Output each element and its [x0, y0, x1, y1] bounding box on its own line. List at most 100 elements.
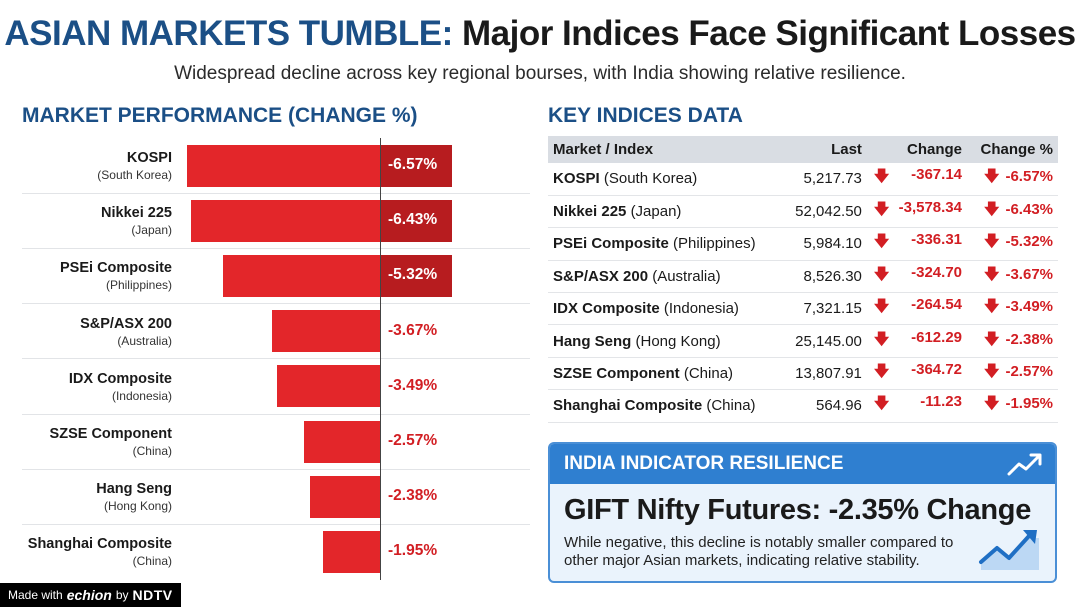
change-pct-cell: 🡇 -3.49% [967, 292, 1058, 326]
down-arrow-icon: 🡇 [984, 330, 1000, 348]
category-name: KOSPI [126, 150, 172, 166]
category-name: IDX Composite [68, 370, 172, 387]
down-arrow-icon: 🡇 [873, 395, 890, 413]
market-name: KOSPI [553, 170, 600, 188]
col-header-change-pct: Change % [967, 136, 1058, 163]
gift-nifty-headline: GIFT Nifty Futures: -2.35% Change [564, 494, 1032, 526]
last-cell: 25,145.00 [782, 324, 867, 358]
bar [272, 310, 380, 353]
change-pct-cell: 🡇 -6.43% [967, 195, 1058, 229]
bar [223, 255, 380, 297]
change-pct-cell: 🡇 -2.57% [967, 357, 1058, 391]
data-label: -3.49% [388, 376, 438, 394]
market-name: S&P/ASX 200 [553, 267, 649, 285]
data-label: -6.43% [388, 211, 438, 229]
change-value: -324.70 [911, 263, 962, 281]
market-cell: Nikkei 225 (Japan) [548, 195, 783, 229]
category-country: (China) [132, 554, 172, 569]
last-cell: 52,042.50 [782, 195, 867, 229]
market-name: Hang Seng [553, 332, 632, 350]
change-value: -367.14 [911, 166, 962, 184]
market-cell: SZSE Component (China) [548, 357, 783, 391]
category-label: S&P/ASX 200 (Australia) [22, 316, 172, 348]
category-name: SZSE Component [49, 426, 172, 442]
bar-label-backdrop [380, 199, 452, 242]
change-cell: 🡇 -336.31 [866, 227, 967, 261]
echion-logo: echion [66, 587, 112, 603]
category-country: (China) [132, 444, 172, 458]
category-label: KOSPI (South Korea) [22, 150, 172, 182]
table-row: Nikkei 225 (Japan) 52,042.50 🡇 -3,578.34 🡇 -6… [548, 195, 1058, 229]
change-pct-cell: 🡇 -5.32% [967, 227, 1058, 261]
market-cell: Hang Seng (Hong Kong) [548, 324, 783, 358]
category-name: Shanghai Composite [27, 536, 172, 553]
change-pct-value: -5.32% [1005, 233, 1053, 251]
down-arrow-icon: 🡇 [873, 233, 890, 251]
chart-row-divider [22, 413, 530, 415]
category-country: (Indonesia) [111, 388, 172, 403]
table-row: S&P/ASX 200 (Australia) 8,526.30 🡇 -324.70 🡇… [548, 260, 1058, 294]
down-arrow-icon: 🡇 [873, 168, 890, 186]
change-cell: 🡇 -264.54 [866, 292, 967, 326]
market-name: PSEi Composite [553, 235, 669, 253]
category-label: Nikkei 225 (Japan) [22, 205, 172, 237]
down-arrow-icon: 🡇 [873, 363, 890, 381]
chart-row-divider [22, 247, 530, 249]
change-pct-value: -3.49% [1005, 298, 1053, 316]
last-cell: 7,321.15 [782, 292, 867, 326]
bar [186, 144, 380, 187]
category-label: PSEi Composite (Philippines) [22, 260, 172, 292]
market-cell: Shanghai Composite (China) [548, 389, 783, 423]
market-country: (Japan) [630, 203, 682, 221]
market-cell: KOSPI (South Korea) [548, 163, 783, 196]
data-label: -2.38% [388, 487, 438, 505]
change-cell: 🡇 -364.72 [866, 357, 967, 391]
india-indicator-card: INDIA INDICATOR RESILIENCE GIFT Nifty Fu… [548, 442, 1057, 583]
down-arrow-icon: 🡇 [984, 265, 1000, 283]
market-cell: IDX Composite (Indonesia) [548, 292, 783, 326]
last-cell: 13,807.91 [782, 357, 867, 391]
market-cell: S&P/ASX 200 (Australia) [548, 260, 783, 294]
change-pct-value: -2.38% [1005, 330, 1053, 348]
title-highlight: ASIAN MARKETS TUMBLE: [4, 14, 453, 53]
category-name: Hang Seng [96, 481, 172, 498]
growth-chart-icon [979, 530, 1039, 570]
bar [190, 199, 380, 242]
category-name: S&P/ASX 200 [80, 315, 172, 332]
market-name: IDX Composite [553, 300, 660, 318]
change-value: -336.31 [911, 231, 962, 249]
category-name: Nikkei 225 [101, 205, 172, 222]
table-title: KEY INDICES DATA [548, 104, 743, 127]
category-label: Shanghai Composite (China) [22, 536, 172, 568]
chart-row-divider [22, 523, 530, 525]
category-country: (Hong Kong) [103, 499, 172, 514]
bar [322, 531, 380, 573]
table-row: SZSE Component (China) 13,807.91 🡇 -364.72 🡇… [548, 357, 1058, 391]
change-cell: 🡇 -3,578.34 [866, 195, 967, 229]
down-arrow-icon: 🡇 [984, 201, 1000, 219]
change-cell: 🡇 -367.14 [866, 163, 967, 196]
col-header-last: Last [782, 136, 867, 163]
table-row: KOSPI (South Korea) 5,217.73 🡇 -367.14 🡇 -6.5… [548, 163, 1058, 196]
down-arrow-icon: 🡇 [984, 363, 1000, 381]
change-pct-cell: 🡇 -3.67% [967, 260, 1058, 294]
page-title: ASIAN MARKETS TUMBLE: Major Indices Face… [0, 14, 1080, 54]
down-arrow-icon: 🡇 [984, 395, 1000, 413]
table-row: Shanghai Composite (China) 564.96 🡇 -11.23 🡇… [548, 389, 1058, 423]
market-performance-chart: KOSPI (South Korea) -6.57% Nikkei 225 (Japan… [22, 138, 530, 588]
key-indices-table: Market / Index Last Change Change % KOSP… [548, 136, 1058, 423]
market-country: (China) [706, 397, 756, 415]
change-pct-cell: 🡇 -1.95% [967, 389, 1058, 423]
last-cell: 564.96 [782, 389, 867, 423]
down-arrow-icon: 🡇 [984, 298, 1000, 316]
gift-nifty-description: While negative, this decline is notably … [564, 534, 954, 569]
data-label: -5.32% [388, 266, 438, 284]
change-pct-value: -3.67% [1005, 265, 1053, 283]
last-cell: 5,217.73 [782, 163, 867, 196]
market-country: (China) [683, 365, 734, 383]
down-arrow-icon: 🡇 [984, 233, 1000, 251]
change-value: -11.23 [920, 393, 962, 411]
change-cell: 🡇 -11.23 [866, 389, 967, 423]
category-country: (Japan) [131, 223, 172, 238]
change-value: -612.29 [911, 328, 962, 346]
